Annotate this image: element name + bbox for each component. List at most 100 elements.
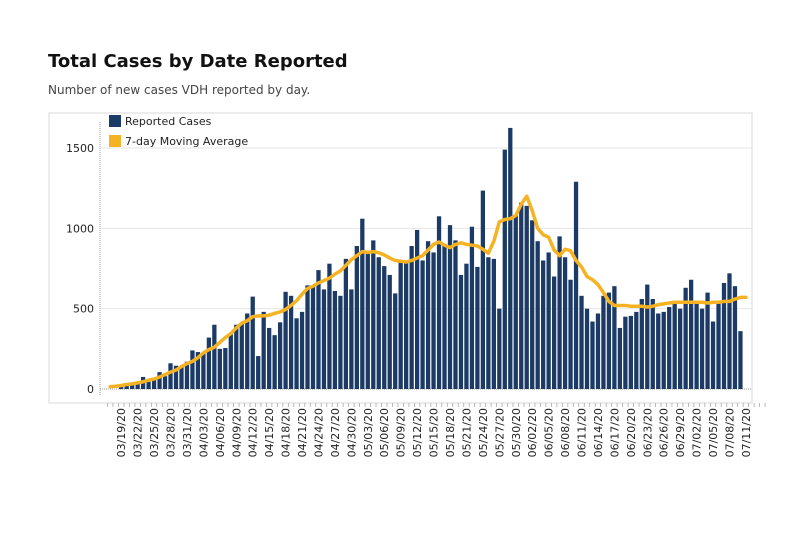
bar	[491, 258, 496, 389]
x-axis: 03/19/20 03/22/20 03/25/20 03/28/20 03/31/20…	[107, 403, 766, 457]
bar	[475, 266, 480, 389]
legend-swatch-reported-cases	[109, 115, 121, 127]
bar	[310, 286, 316, 389]
chart-subtitle: Number of new cases VDH reported by day.	[48, 83, 311, 97]
bar	[256, 356, 261, 389]
y-tick-label: 500	[73, 303, 94, 316]
bar	[628, 315, 633, 389]
bar	[546, 252, 551, 389]
bar	[151, 378, 157, 389]
x-tick-label: 05/06/20	[378, 408, 391, 457]
bar	[223, 348, 228, 389]
bar	[562, 257, 568, 389]
bar	[321, 289, 327, 389]
bar	[502, 149, 507, 389]
bar	[119, 386, 124, 389]
bar	[683, 287, 688, 389]
bar	[464, 263, 469, 389]
bar	[623, 316, 628, 389]
bar	[705, 292, 710, 389]
bar	[157, 372, 162, 389]
bar	[332, 290, 338, 389]
bar	[480, 190, 486, 389]
bar	[458, 274, 464, 389]
bar	[453, 240, 458, 389]
legend-label-reported-cases: Reported Cases	[125, 115, 212, 128]
bar	[316, 270, 321, 389]
bar	[365, 254, 370, 389]
bar	[699, 308, 705, 389]
bar	[710, 321, 716, 389]
x-tick-label: 05/21/20	[460, 408, 473, 457]
x-tick-label: 04/12/20	[247, 408, 260, 457]
bar	[234, 324, 239, 389]
x-tick-label: 04/03/20	[197, 408, 210, 457]
bar	[327, 263, 332, 389]
legend: Reported Cases 7-day Moving Average	[109, 115, 248, 148]
y-axis: 0 500 1000 1500	[66, 142, 94, 396]
moving-average-group	[108, 194, 748, 389]
bar	[431, 252, 436, 389]
bar	[508, 127, 513, 390]
bar	[579, 295, 584, 389]
x-tick-label: 05/27/20	[493, 408, 506, 457]
bar	[376, 257, 381, 389]
bar	[667, 307, 672, 389]
bar	[343, 258, 349, 389]
bar	[387, 274, 392, 389]
bar	[436, 216, 442, 389]
bar	[656, 313, 661, 389]
x-tick-label: 03/25/20	[148, 408, 161, 457]
x-tick-label: 05/30/20	[510, 408, 523, 457]
bar	[634, 311, 639, 389]
bar	[617, 327, 623, 389]
x-tick-label: 05/18/20	[444, 408, 457, 457]
bar	[162, 376, 168, 389]
x-tick-label: 06/08/20	[559, 408, 572, 457]
y-tick-label: 1500	[66, 142, 94, 155]
bar	[557, 236, 562, 389]
bar	[288, 295, 294, 389]
bar	[393, 293, 398, 389]
x-tick-label: 04/06/20	[214, 408, 227, 457]
bar	[541, 260, 546, 389]
moving-average-line	[108, 194, 748, 389]
x-tick-label: 04/18/20	[280, 408, 293, 457]
bar	[425, 241, 431, 389]
bar	[261, 311, 266, 389]
x-tick-label: 06/29/20	[674, 408, 687, 457]
bar	[354, 246, 359, 389]
bar	[414, 229, 420, 389]
bar	[299, 311, 305, 389]
bar	[738, 331, 743, 389]
chart-title: Total Cases by Date Reported	[48, 51, 348, 72]
x-tick-label: 04/09/20	[230, 408, 243, 457]
bar	[168, 363, 173, 389]
bar	[721, 282, 727, 389]
x-tick-label: 07/05/20	[707, 408, 720, 457]
x-tick-label: 06/17/20	[608, 408, 621, 457]
x-tick-label: 06/11/20	[576, 408, 589, 457]
bar	[716, 302, 721, 389]
legend-label-moving-average: 7-day Moving Average	[125, 135, 248, 148]
x-tick-label: 06/14/20	[592, 408, 605, 457]
bar	[245, 313, 250, 389]
x-tick-label: 03/22/20	[132, 408, 145, 457]
x-tick-label: 05/03/20	[362, 408, 375, 457]
bar	[173, 365, 179, 389]
bar	[338, 295, 343, 389]
bar	[382, 266, 387, 389]
bar	[442, 246, 447, 389]
bar	[283, 291, 288, 389]
bar	[573, 181, 579, 389]
bar	[606, 292, 612, 389]
bar	[130, 382, 135, 389]
x-tick-label: 07/11/20	[740, 408, 753, 457]
bar	[513, 215, 518, 389]
bar	[584, 308, 590, 389]
bar	[206, 337, 212, 389]
x-tick-label: 06/23/20	[641, 408, 654, 457]
x-tick-label: 06/26/20	[658, 408, 671, 457]
x-tick-label: 06/05/20	[543, 408, 556, 457]
